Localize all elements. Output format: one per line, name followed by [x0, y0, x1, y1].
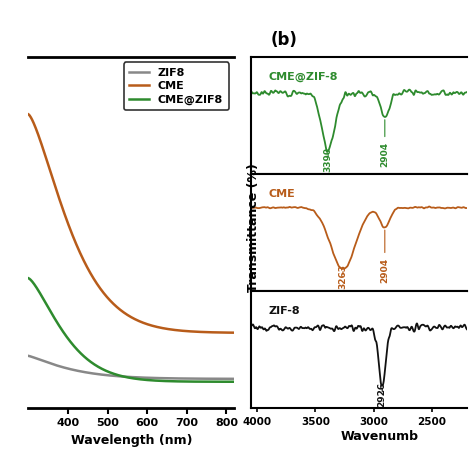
CME — [26, 111, 31, 117]
ZIF8 — [194, 376, 200, 382]
Text: 2926: 2926 — [378, 382, 387, 407]
CME@ZIF8 — [194, 379, 200, 384]
CME — [227, 330, 232, 336]
Text: 3390: 3390 — [324, 147, 333, 173]
CME@ZIF8 — [137, 376, 143, 382]
ZIF8 — [148, 375, 154, 381]
X-axis label: Wavelength (nm): Wavelength (nm) — [71, 434, 192, 447]
CME — [137, 319, 143, 324]
ZIF8 — [26, 353, 31, 359]
Text: 2904: 2904 — [380, 120, 389, 167]
CME — [148, 322, 154, 328]
CME@ZIF8 — [125, 374, 130, 380]
ZIF8 — [231, 376, 237, 382]
Line: CME@ZIF8: CME@ZIF8 — [28, 278, 234, 382]
Text: CME@ZIF-8: CME@ZIF-8 — [269, 72, 338, 82]
CME — [231, 330, 237, 336]
CME@ZIF8 — [231, 379, 237, 384]
Text: ZIF-8: ZIF-8 — [269, 306, 301, 316]
Line: CME: CME — [28, 114, 234, 333]
CME — [194, 329, 200, 335]
ZIF8 — [227, 376, 232, 382]
Text: CME: CME — [269, 189, 295, 199]
Text: Transmittance (%): Transmittance (%) — [247, 163, 260, 292]
CME@ZIF8 — [148, 377, 154, 383]
ZIF8 — [137, 374, 143, 380]
CME@ZIF8 — [26, 275, 31, 281]
Legend: ZIF8, CME, CME@ZIF8: ZIF8, CME, CME@ZIF8 — [124, 63, 229, 110]
Text: Wavenumb: Wavenumb — [340, 430, 418, 443]
Text: 3263: 3263 — [338, 264, 347, 290]
CME — [125, 312, 130, 318]
ZIF8 — [123, 374, 129, 380]
CME@ZIF8 — [227, 379, 232, 384]
Text: (b): (b) — [271, 31, 298, 49]
CME — [123, 311, 129, 317]
CME@ZIF8 — [123, 374, 129, 380]
Text: 2904: 2904 — [380, 230, 389, 283]
Line: ZIF8: ZIF8 — [28, 356, 234, 379]
ZIF8 — [125, 374, 130, 380]
